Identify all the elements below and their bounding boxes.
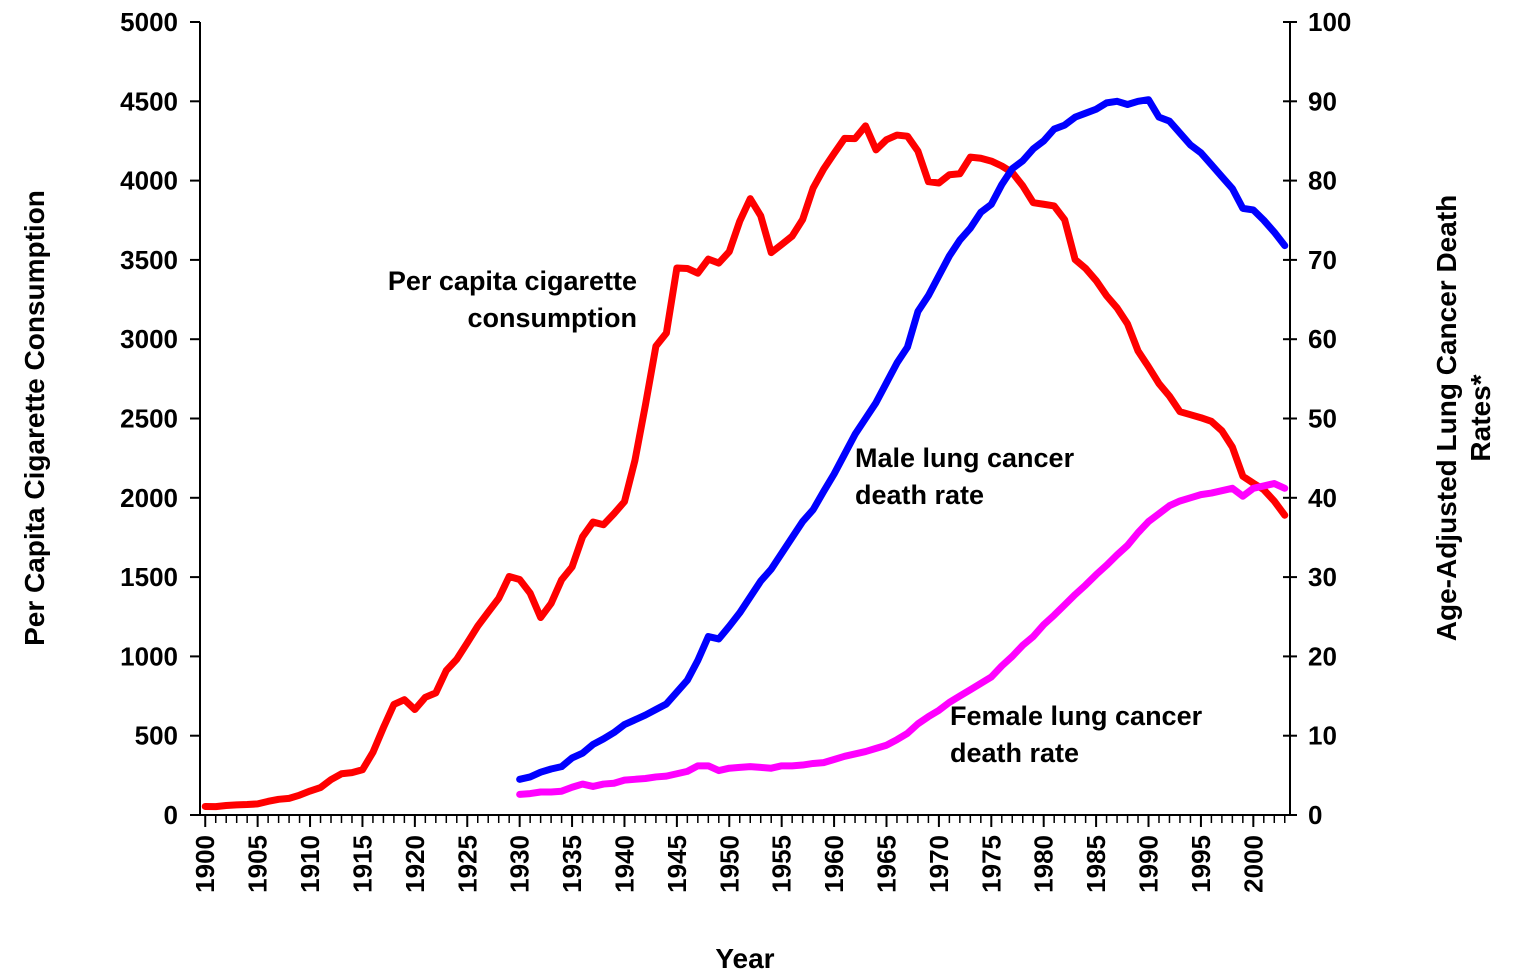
x-tick-label: 1945 [662,835,692,893]
y-tick-label: 3000 [120,324,178,354]
series-line [516,480,1289,798]
y-tick-label: 4500 [120,86,178,116]
annotation: consumption [468,303,638,333]
x-tick-label: 1930 [505,835,535,893]
x-tick-label: 1990 [1134,835,1164,893]
x-tick-label: 1905 [243,835,273,893]
annotation: Male lung cancer [855,443,1075,473]
x-tick-label: 1975 [976,835,1006,893]
y2-tick-label: 0 [1308,800,1322,830]
series-line [516,96,1289,783]
y2-tick-label: 30 [1308,562,1337,592]
y2-tick-label: 100 [1308,7,1351,37]
y-tick-label: 0 [164,800,178,830]
x-tick-label: 1940 [609,835,639,893]
x-tick-label: 1985 [1081,835,1111,893]
y2-tick-label: 50 [1308,404,1337,434]
y-tick-label: 5000 [120,7,178,37]
y-tick-label: 4000 [120,166,178,196]
x-tick-label: 1910 [295,835,325,893]
x-tick-label: 1960 [819,835,849,893]
y-tick-label: 2500 [120,404,178,434]
x-tick-label: 1915 [347,835,377,893]
y-axis-label: Per Capita Cigarette Consumption [19,190,50,646]
y-tick-label: 500 [135,721,178,751]
x-tick-label: 1920 [400,835,430,893]
x-tick-label: 2000 [1238,835,1268,893]
annotation: death rate [950,738,1079,768]
y2-tick-label: 60 [1308,324,1337,354]
annotation: death rate [855,480,984,510]
y-tick-label: 2000 [120,483,178,513]
x-tick-label: 1980 [1029,835,1059,893]
y2-tick-label: 70 [1308,245,1337,275]
y2-tick-label: 90 [1308,86,1337,116]
series-line [201,122,1289,811]
x-tick-label: 1900 [190,835,220,893]
x-axis-label: Year [715,943,774,974]
x-tick-label: 1925 [452,835,482,893]
x-tick-label: 1955 [767,835,797,893]
x-tick-label: 1950 [714,835,744,893]
x-tick-label: 1935 [557,835,587,893]
x-tick-label: 1970 [924,835,954,893]
y2-tick-label: 80 [1308,166,1337,196]
y2-axis-label: Age-Adjusted Lung Cancer Death [1431,195,1462,641]
y2-tick-label: 40 [1308,483,1337,513]
x-tick-label: 1965 [871,835,901,893]
y2-tick-label: 20 [1308,641,1337,671]
y2-tick-label: 10 [1308,721,1337,751]
x-tick-label: 1995 [1186,835,1216,893]
y-tick-label: 1000 [120,641,178,671]
annotation: Female lung cancer [950,701,1203,731]
annotation: Per capita cigarette [388,266,637,296]
y-tick-label: 1500 [120,562,178,592]
y2-axis-label: Rates* [1465,374,1496,461]
y-tick-label: 3500 [120,245,178,275]
